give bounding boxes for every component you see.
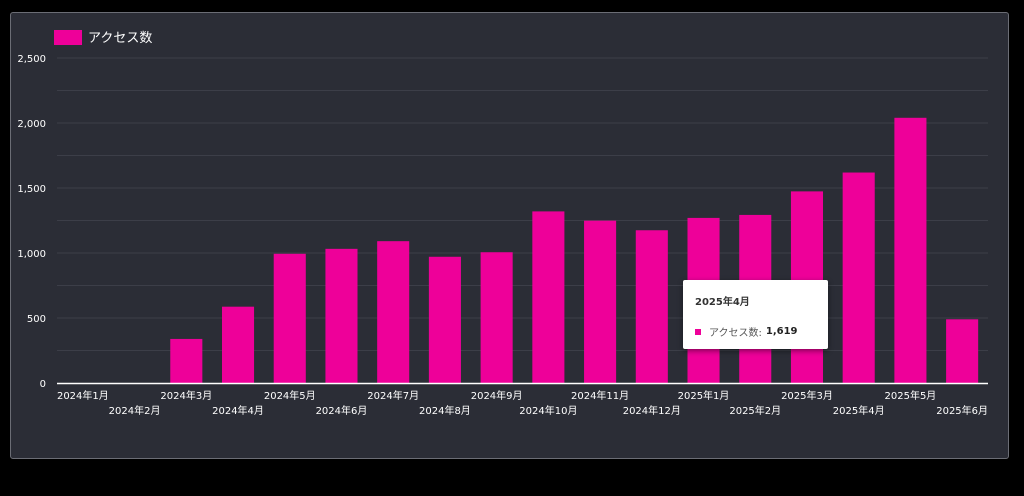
tooltip-series-label: アクセス数:: [709, 328, 762, 339]
y-tick-label: 500: [27, 314, 46, 325]
x-tick-label: 2024年11月: [571, 389, 629, 402]
x-tick-label: 2024年8月: [419, 404, 471, 417]
bar: [532, 211, 565, 383]
x-tick-label: 2025年4月: [833, 404, 885, 417]
bar: [842, 172, 875, 383]
bar: [170, 338, 203, 383]
y-tick-label: 1,500: [17, 184, 46, 195]
x-tick-label: 2024年4月: [212, 404, 264, 417]
chart-panel: 0 500 1,000 1,500 2,000 2,500 2024年1月 2024年2月 20…: [10, 12, 1009, 459]
bar: [325, 248, 358, 383]
tooltip-swatch: [695, 328, 701, 335]
x-tick-label: 2024年12月: [623, 404, 681, 417]
x-tick-label: 2025年5月: [885, 389, 937, 402]
x-tick-label: 2025年1月: [678, 389, 730, 402]
x-tick-label: 2024年6月: [316, 404, 368, 417]
bar: [221, 306, 255, 383]
y-tick-label: 0: [40, 379, 46, 390]
bar: [894, 117, 927, 384]
y-tick-label: 2,000: [17, 119, 46, 130]
bar: [584, 220, 617, 383]
x-tick-label: 2024年5月: [264, 389, 316, 402]
x-tick-label: 2024年7月: [367, 389, 419, 402]
legend-label: アクセス数: [88, 31, 152, 46]
x-tick-label: 2024年1月: [57, 389, 109, 402]
hover-tooltip: 2025年4月 アクセス数: 1,619: [683, 280, 828, 349]
bar: [635, 230, 668, 383]
legend-swatch: [54, 30, 82, 45]
x-tick-label: 2025年6月: [936, 404, 988, 417]
bar: [273, 253, 306, 383]
tooltip-row: アクセス数: 1,619: [695, 324, 816, 339]
tooltip-title: 2025年4月: [695, 297, 750, 308]
x-tick-label: 2024年3月: [160, 389, 212, 402]
y-tick-label: 1,000: [17, 249, 46, 260]
x-tick-label: 2024年10月: [519, 404, 577, 417]
bar: [377, 241, 410, 383]
bar: [946, 319, 979, 383]
bar: [480, 252, 513, 383]
x-tick-label: 2025年2月: [729, 404, 781, 417]
x-tick-label: 2024年2月: [109, 404, 161, 417]
y-tick-label: 2,500: [17, 54, 46, 65]
x-tick-label: 2025年3月: [781, 389, 833, 402]
tooltip-value: 1,619: [765, 326, 798, 337]
bar: [428, 256, 461, 383]
x-tick-label: 2024年9月: [471, 389, 523, 402]
